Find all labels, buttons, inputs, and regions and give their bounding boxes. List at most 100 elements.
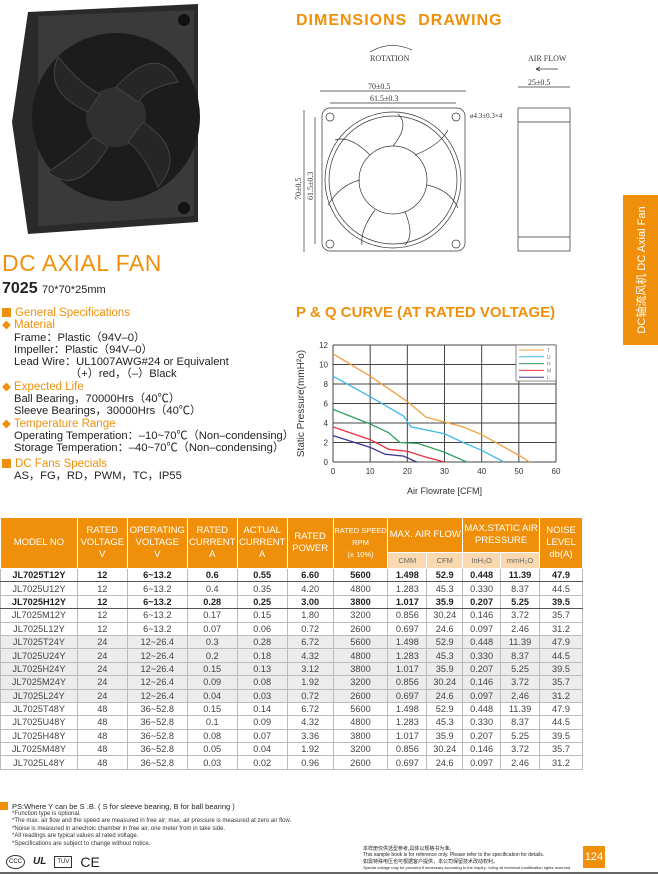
- table-cell: 52.9: [426, 567, 464, 583]
- table-cell: 3800: [332, 728, 389, 744]
- table-cell: 47.9: [539, 567, 583, 583]
- y-tick-label: 2: [324, 439, 329, 448]
- table-cell: 44.5: [539, 715, 583, 730]
- table-cell: 0.09: [186, 675, 238, 690]
- table-cell: 1.498: [387, 701, 428, 717]
- hole-spacing-dimension: 61.5±0.3: [370, 94, 398, 103]
- y-axis-label: Static Pressure(mmH²o): [296, 350, 307, 457]
- table-cell: 0.03: [186, 755, 238, 770]
- product-model: 7025 70*70*25mm: [2, 280, 106, 298]
- table-row: JL7025T24Y 24 12~26.4 0.3 0.28 6.72 5600 1.498 5…: [0, 634, 583, 650]
- table-cell: 36~52.8: [126, 755, 188, 770]
- x-tick-label: 20: [403, 467, 412, 476]
- bottom-rule: [0, 872, 658, 874]
- table-cell: 24: [76, 648, 128, 663]
- table-cell: JL7025T48Y: [0, 701, 78, 717]
- table-cell: 0.6: [186, 567, 238, 583]
- table-row: JL7025L12Y 12 6~13.2 0.07 0.06 0.72 2600 0.697 2…: [0, 621, 583, 636]
- table-cell: 0.15: [236, 608, 288, 623]
- disclaimer-line: This sample book is for reference only. …: [363, 852, 545, 859]
- table-cell: 0.96: [286, 755, 334, 770]
- table-cell: 35.9: [426, 728, 464, 744]
- header-max-air-flow: MAX. AIR FLOW: [387, 517, 464, 553]
- ccc-logo: CCC: [6, 855, 25, 869]
- series-line-U: [332, 375, 505, 463]
- table-cell: JL7025L24Y: [0, 688, 78, 703]
- table-cell: 12~26.4: [126, 675, 188, 690]
- table-cell: 35.7: [539, 742, 583, 757]
- table-cell: 12~26.4: [126, 648, 188, 663]
- table-cell: JL7025L12Y: [0, 621, 78, 636]
- y-tick-label: 0: [324, 458, 329, 467]
- table-cell: 4.32: [286, 648, 334, 663]
- height-dimension: 70±0.5: [294, 178, 303, 200]
- table-row: JL7025H48Y 48 36~52.8 0.08 0.07 3.36 3800 1.017…: [0, 728, 583, 744]
- table-cell: 0.07: [186, 621, 238, 636]
- table-row: JL7025L48Y 48 36~52.8 0.03 0.02 0.96 2600 0.697…: [0, 755, 583, 770]
- table-cell: 0.146: [462, 608, 502, 623]
- table-cell: 1.017: [387, 728, 428, 744]
- table-cell: 39.5: [539, 661, 583, 677]
- life-heading: ◆ Expected Life: [2, 380, 84, 393]
- table-cell: 31.2: [539, 688, 583, 703]
- table-cell: 6~13.2: [126, 581, 188, 596]
- table-cell: 24.6: [426, 755, 464, 770]
- table-cell: 0.330: [462, 715, 502, 730]
- table-cell: 0.207: [462, 594, 502, 610]
- ce-logo: CE: [80, 854, 100, 870]
- table-cell: 0.09: [236, 715, 288, 730]
- table-cell: 31.2: [539, 755, 583, 770]
- general-specifications: General Specifications ◆ Material Frame：…: [2, 307, 294, 482]
- x-tick-label: 10: [366, 467, 375, 476]
- table-cell: JL7025T12Y: [0, 567, 78, 583]
- table-cell: 1.80: [286, 608, 334, 623]
- legend-box: [515, 344, 557, 382]
- table-cell: 36~52.8: [126, 715, 188, 730]
- table-cell: 48: [76, 728, 128, 744]
- table-cell: 0.697: [387, 621, 428, 636]
- table-cell: JL7025M12Y: [0, 608, 78, 623]
- table-cell: 36~52.8: [126, 742, 188, 757]
- table-cell: 12~26.4: [126, 688, 188, 703]
- table-cell: 0.13: [236, 661, 288, 677]
- table-cell: JL7025U48Y: [0, 715, 78, 730]
- note-line: *The max. air flow and the speed are mea…: [12, 818, 292, 825]
- table-cell: 0.35: [236, 581, 288, 596]
- table-cell: 11.39: [500, 567, 540, 583]
- table-cell: 2.46: [500, 621, 540, 636]
- legend-label-L: L: [547, 375, 550, 381]
- table-cell: JL7025H24Y: [0, 661, 78, 677]
- table-cell: JL7025U24Y: [0, 648, 78, 663]
- table-cell: 0.1: [186, 715, 238, 730]
- dimensions-title: DIMENSIONS DRAWING: [296, 12, 503, 29]
- table-cell: 0.097: [462, 621, 502, 636]
- table-cell: 0.18: [236, 648, 288, 663]
- series-line-L: [332, 435, 417, 463]
- table-cell: 8.37: [500, 581, 540, 596]
- table-cell: 0.25: [236, 594, 288, 610]
- table-cell: JL7025H48Y: [0, 728, 78, 744]
- temp-heading: ◆ Temperature Range: [2, 417, 116, 430]
- x-tick-label: 50: [514, 467, 523, 476]
- depth-dimension: 25±0.5: [528, 78, 550, 87]
- table-cell: 12: [76, 621, 128, 636]
- model-size: 70*70*25mm: [42, 284, 106, 296]
- table-cell: 4.32: [286, 715, 334, 730]
- table-row: JL7025H12Y 12 6~13.2 0.28 0.25 3.00 3800 1.017 3…: [0, 594, 583, 610]
- pq-curve-chart: 0 10 20 30 40 50 60 0 2 4 6 8 10 12 Air Flowrate [CFM]…: [296, 341, 561, 496]
- table-cell: 0.06: [236, 621, 288, 636]
- table-cell: 0.07: [236, 728, 288, 744]
- table-cell: 0.2: [186, 648, 238, 663]
- header-operating-voltage: OPERATING VOLTAGE V: [126, 517, 188, 569]
- rotation-arrow-icon: [369, 45, 413, 53]
- table-cell: 24.6: [426, 621, 464, 636]
- table-cell: 5.25: [500, 661, 540, 677]
- table-cell: 3.72: [500, 675, 540, 690]
- dimensions-drawing: ROTATION AIR FLOW 70±0.5 61.5±0.3 ø4.3±0…: [294, 45, 571, 252]
- table-cell: 11.39: [500, 634, 540, 650]
- airflow-arrow-icon: [535, 66, 558, 72]
- table-row: JL7025U48Y 48 36~52.8 0.1 0.09 4.32 4800 1.283 4…: [0, 715, 583, 730]
- table-cell: 2.46: [500, 755, 540, 770]
- page-number: 124: [583, 846, 605, 868]
- table-cell: 0.15: [186, 701, 238, 717]
